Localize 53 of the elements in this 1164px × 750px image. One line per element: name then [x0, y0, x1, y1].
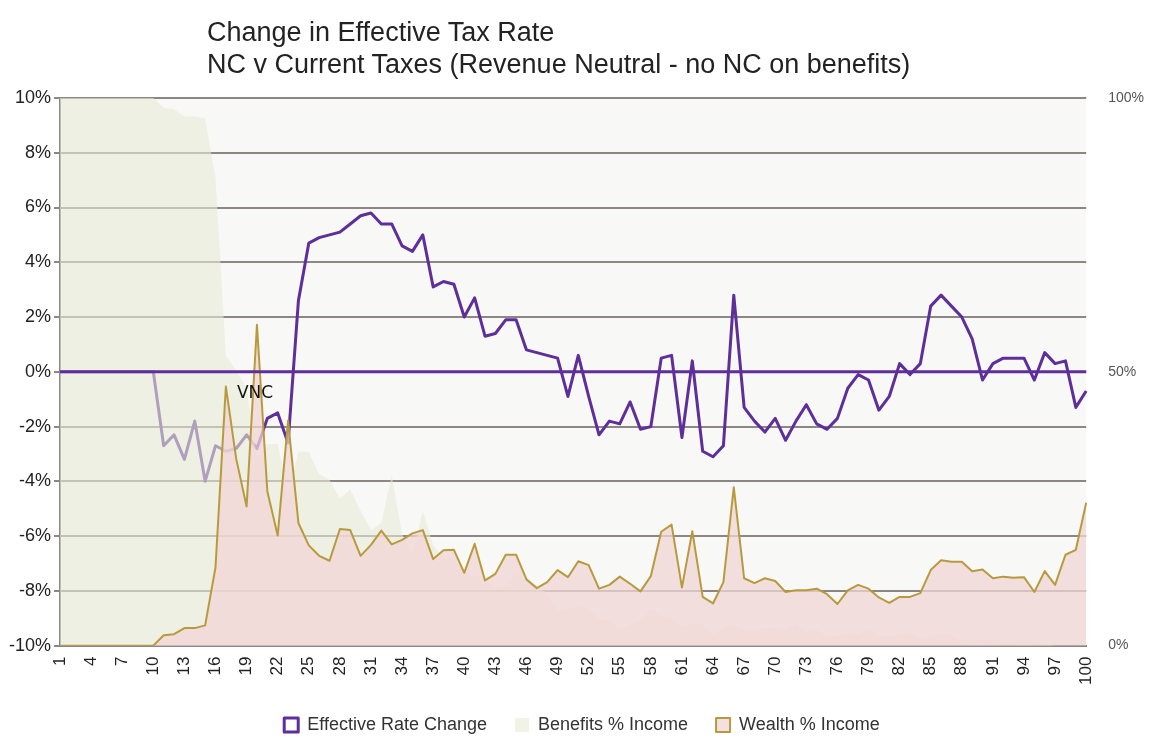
y-tick-label: -4% — [19, 470, 52, 491]
y-tick-label: 2% — [25, 306, 52, 327]
x-tick-label: 49 — [547, 656, 567, 676]
x-tick-label: 58 — [640, 656, 660, 676]
x-tick-label: 70 — [764, 656, 784, 676]
x-tick-label: 100 — [1075, 656, 1095, 686]
chart-subtitle: NC v Current Taxes (Revenue Neutral - no NC on benefits) — [207, 48, 911, 80]
x-tick-label: 19 — [236, 656, 256, 676]
x-tick-label: 52 — [578, 656, 598, 676]
x-tick-label: 10 — [143, 656, 162, 676]
x-tick-label: 37 — [422, 656, 442, 676]
x-tick-label: 43 — [485, 656, 505, 676]
x-tick-label: 88 — [951, 656, 971, 676]
y2-tick-label: 50% — [1108, 362, 1137, 379]
x-tick-label: 46 — [516, 656, 536, 676]
x-tick-label: 73 — [796, 656, 816, 676]
x-tick-label: 34 — [391, 656, 411, 676]
y-tick-label: 8% — [25, 141, 52, 162]
x-tick-label: 91 — [982, 656, 1002, 676]
y2-tick-label: 0% — [1108, 636, 1129, 653]
y-tick-label: 0% — [25, 360, 52, 381]
y-tick-label: 6% — [25, 196, 52, 217]
x-tick-label: 31 — [360, 656, 380, 676]
chart-title: Change in Effective Tax Rate — [207, 16, 556, 48]
y-tick-label: 4% — [25, 251, 52, 272]
legend-label: Wealth % Income — [739, 713, 880, 734]
y-tick-label: -6% — [19, 525, 52, 546]
y-tick-label: 10% — [14, 86, 52, 107]
legend-label: Benefits % Income — [537, 713, 689, 734]
legend-label: Effective Rate Change — [307, 713, 487, 734]
x-tick-label: 97 — [1044, 656, 1064, 676]
x-tick-label: 4 — [80, 656, 100, 667]
x-tick-label: 7 — [111, 656, 131, 667]
x-tick-label: 76 — [827, 656, 847, 676]
y2-tick-label: 100% — [1108, 88, 1145, 105]
x-tick-label: 22 — [267, 656, 287, 676]
x-tick-label: 82 — [889, 656, 909, 676]
x-tick-label: 94 — [1013, 656, 1033, 676]
x-tick-label: 85 — [920, 656, 940, 676]
y-tick-label: -8% — [19, 579, 52, 600]
x-tick-label: 64 — [702, 656, 722, 676]
x-tick-label: 1 — [49, 656, 69, 667]
y-tick-label: -2% — [19, 415, 52, 436]
x-tick-label: 13 — [174, 656, 194, 676]
x-tick-label: 61 — [671, 656, 691, 676]
x-tick-label: 55 — [609, 656, 629, 676]
x-tick-label: 79 — [858, 656, 878, 676]
x-tick-label: 28 — [329, 656, 349, 676]
x-tick-label: 40 — [453, 656, 473, 676]
x-tick-label: 67 — [733, 656, 753, 676]
y-tick-label: -10% — [8, 634, 52, 655]
x-tick-label: 25 — [298, 656, 318, 676]
x-tick-label: 16 — [205, 656, 225, 676]
